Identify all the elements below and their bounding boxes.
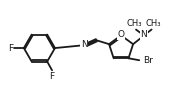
Text: F: F bbox=[49, 72, 55, 81]
Text: N: N bbox=[140, 30, 147, 39]
Text: N: N bbox=[81, 40, 88, 49]
Text: F: F bbox=[8, 44, 13, 53]
Text: Br: Br bbox=[143, 56, 153, 65]
Text: CH₃: CH₃ bbox=[126, 19, 142, 28]
Text: O: O bbox=[118, 30, 125, 39]
Text: CH₃: CH₃ bbox=[146, 19, 161, 28]
